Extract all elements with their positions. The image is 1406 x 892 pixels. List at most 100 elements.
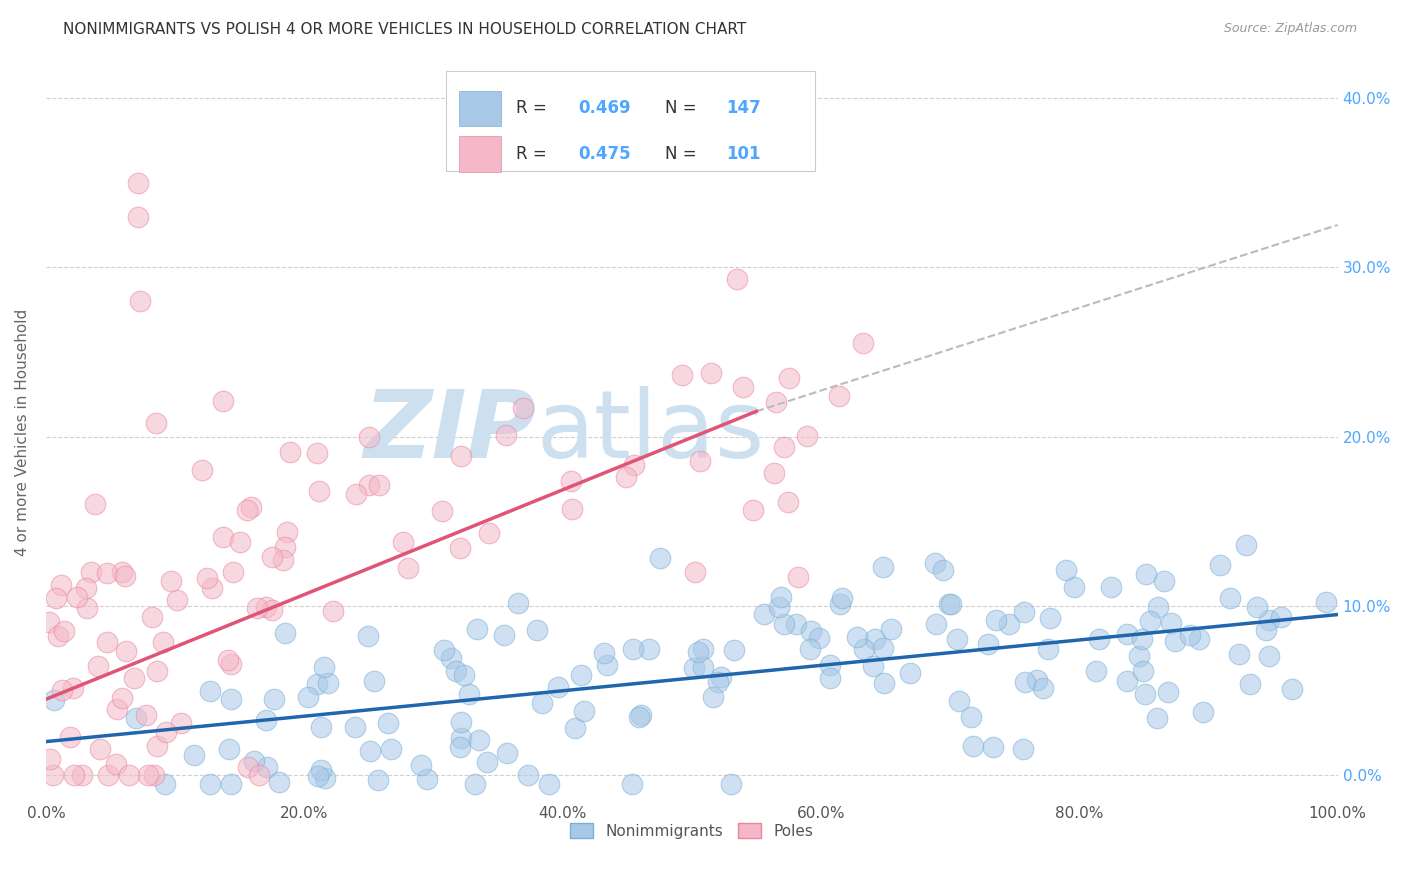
Poles [114, 568, 136, 582]
Nonimmigrants [1270, 610, 1292, 624]
Poles [449, 541, 471, 555]
Nonimmigrants [863, 632, 886, 646]
Nonimmigrants [492, 628, 515, 642]
Nonimmigrants [683, 661, 706, 675]
Text: atlas: atlas [537, 386, 765, 478]
Poles [779, 371, 801, 385]
Nonimmigrants [948, 694, 970, 708]
Nonimmigrants [692, 660, 714, 674]
Poles [700, 366, 723, 380]
Nonimmigrants [1088, 632, 1111, 647]
Nonimmigrants [1099, 580, 1122, 594]
Poles [145, 416, 167, 430]
Nonimmigrants [564, 721, 586, 735]
Nonimmigrants [569, 668, 592, 682]
Nonimmigrants [628, 709, 651, 723]
Nonimmigrants [309, 720, 332, 734]
Nonimmigrants [720, 777, 742, 791]
Text: 0.469: 0.469 [578, 99, 631, 117]
Nonimmigrants [537, 777, 560, 791]
Nonimmigrants [465, 623, 488, 637]
Nonimmigrants [707, 675, 730, 690]
Nonimmigrants [380, 741, 402, 756]
Poles [671, 368, 693, 383]
Nonimmigrants [1180, 627, 1202, 641]
Poles [211, 530, 233, 544]
Nonimmigrants [593, 646, 616, 660]
Nonimmigrants [1115, 673, 1137, 688]
Poles [742, 503, 765, 517]
Nonimmigrants [1258, 614, 1281, 628]
Poles [143, 768, 166, 782]
Nonimmigrants [574, 704, 596, 718]
Poles [160, 574, 183, 588]
Poles [152, 635, 174, 649]
Poles [260, 602, 283, 616]
Nonimmigrants [314, 660, 336, 674]
Text: N =: N = [665, 99, 702, 117]
Nonimmigrants [263, 691, 285, 706]
Text: Source: ZipAtlas.com: Source: ZipAtlas.com [1223, 22, 1357, 36]
Nonimmigrants [495, 746, 517, 760]
Poles [146, 739, 169, 753]
Poles [66, 590, 89, 604]
Poles [221, 657, 243, 672]
Nonimmigrants [1218, 591, 1240, 605]
Nonimmigrants [938, 597, 960, 611]
Nonimmigrants [1132, 632, 1154, 646]
Nonimmigrants [221, 692, 243, 706]
Nonimmigrants [1239, 677, 1261, 691]
Nonimmigrants [1254, 623, 1277, 637]
Poles [52, 624, 75, 638]
Poles [274, 540, 297, 554]
Poles [683, 566, 706, 580]
Poles [357, 430, 380, 444]
Nonimmigrants [1209, 558, 1232, 572]
Poles [75, 581, 97, 595]
Nonimmigrants [1132, 664, 1154, 678]
Poles [561, 501, 583, 516]
Poles [170, 715, 193, 730]
Nonimmigrants [1188, 632, 1211, 646]
Nonimmigrants [981, 740, 1004, 755]
Nonimmigrants [458, 687, 481, 701]
Nonimmigrants [1246, 599, 1268, 614]
Nonimmigrants [314, 771, 336, 785]
Poles [240, 500, 263, 514]
Poles [51, 683, 73, 698]
Poles [118, 768, 141, 782]
Poles [200, 582, 222, 596]
Nonimmigrants [1133, 687, 1156, 701]
Poles [146, 665, 169, 679]
Nonimmigrants [450, 731, 472, 746]
Nonimmigrants [256, 760, 278, 774]
Poles [115, 643, 138, 657]
Poles [136, 768, 159, 782]
Poles [155, 725, 177, 739]
Nonimmigrants [444, 664, 467, 678]
Nonimmigrants [820, 671, 842, 685]
Poles [278, 445, 301, 459]
Nonimmigrants [1014, 675, 1036, 690]
Nonimmigrants [363, 673, 385, 688]
Nonimmigrants [962, 739, 984, 754]
Nonimmigrants [800, 624, 823, 638]
Poles [276, 524, 298, 539]
Poles [221, 565, 243, 579]
Poles [776, 495, 799, 509]
Nonimmigrants [307, 769, 329, 783]
Poles [623, 458, 645, 472]
Nonimmigrants [1258, 648, 1281, 663]
Poles [141, 610, 163, 624]
Poles [731, 379, 754, 393]
Nonimmigrants [831, 591, 853, 605]
Nonimmigrants [467, 733, 489, 747]
Nonimmigrants [307, 677, 329, 691]
Nonimmigrants [1234, 538, 1257, 552]
Legend: Nonimmigrants, Poles: Nonimmigrants, Poles [564, 816, 820, 845]
Poles [271, 553, 294, 567]
Poles [42, 768, 65, 782]
Text: 101: 101 [727, 145, 761, 163]
Nonimmigrants [872, 640, 894, 655]
Nonimmigrants [984, 613, 1007, 627]
